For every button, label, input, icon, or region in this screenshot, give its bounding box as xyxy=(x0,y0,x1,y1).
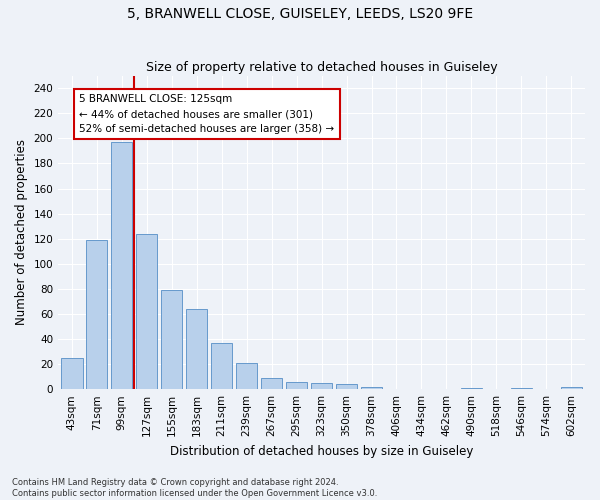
Bar xyxy=(136,234,157,389)
Bar xyxy=(261,378,282,389)
Bar xyxy=(286,382,307,389)
Bar xyxy=(161,290,182,389)
Bar xyxy=(236,363,257,389)
Title: Size of property relative to detached houses in Guiseley: Size of property relative to detached ho… xyxy=(146,62,497,74)
Y-axis label: Number of detached properties: Number of detached properties xyxy=(15,140,28,326)
Bar xyxy=(61,358,83,389)
X-axis label: Distribution of detached houses by size in Guiseley: Distribution of detached houses by size … xyxy=(170,444,473,458)
Bar xyxy=(560,386,582,389)
Bar xyxy=(511,388,532,389)
Bar xyxy=(111,142,133,389)
Bar xyxy=(186,309,208,389)
Text: 5, BRANWELL CLOSE, GUISELEY, LEEDS, LS20 9FE: 5, BRANWELL CLOSE, GUISELEY, LEEDS, LS20… xyxy=(127,8,473,22)
Bar xyxy=(361,386,382,389)
Bar xyxy=(336,384,357,389)
Bar xyxy=(211,343,232,389)
Bar xyxy=(311,383,332,389)
Text: 5 BRANWELL CLOSE: 125sqm
← 44% of detached houses are smaller (301)
52% of semi-: 5 BRANWELL CLOSE: 125sqm ← 44% of detach… xyxy=(79,94,335,134)
Bar xyxy=(86,240,107,389)
Text: Contains HM Land Registry data © Crown copyright and database right 2024.
Contai: Contains HM Land Registry data © Crown c… xyxy=(12,478,377,498)
Bar xyxy=(461,388,482,389)
